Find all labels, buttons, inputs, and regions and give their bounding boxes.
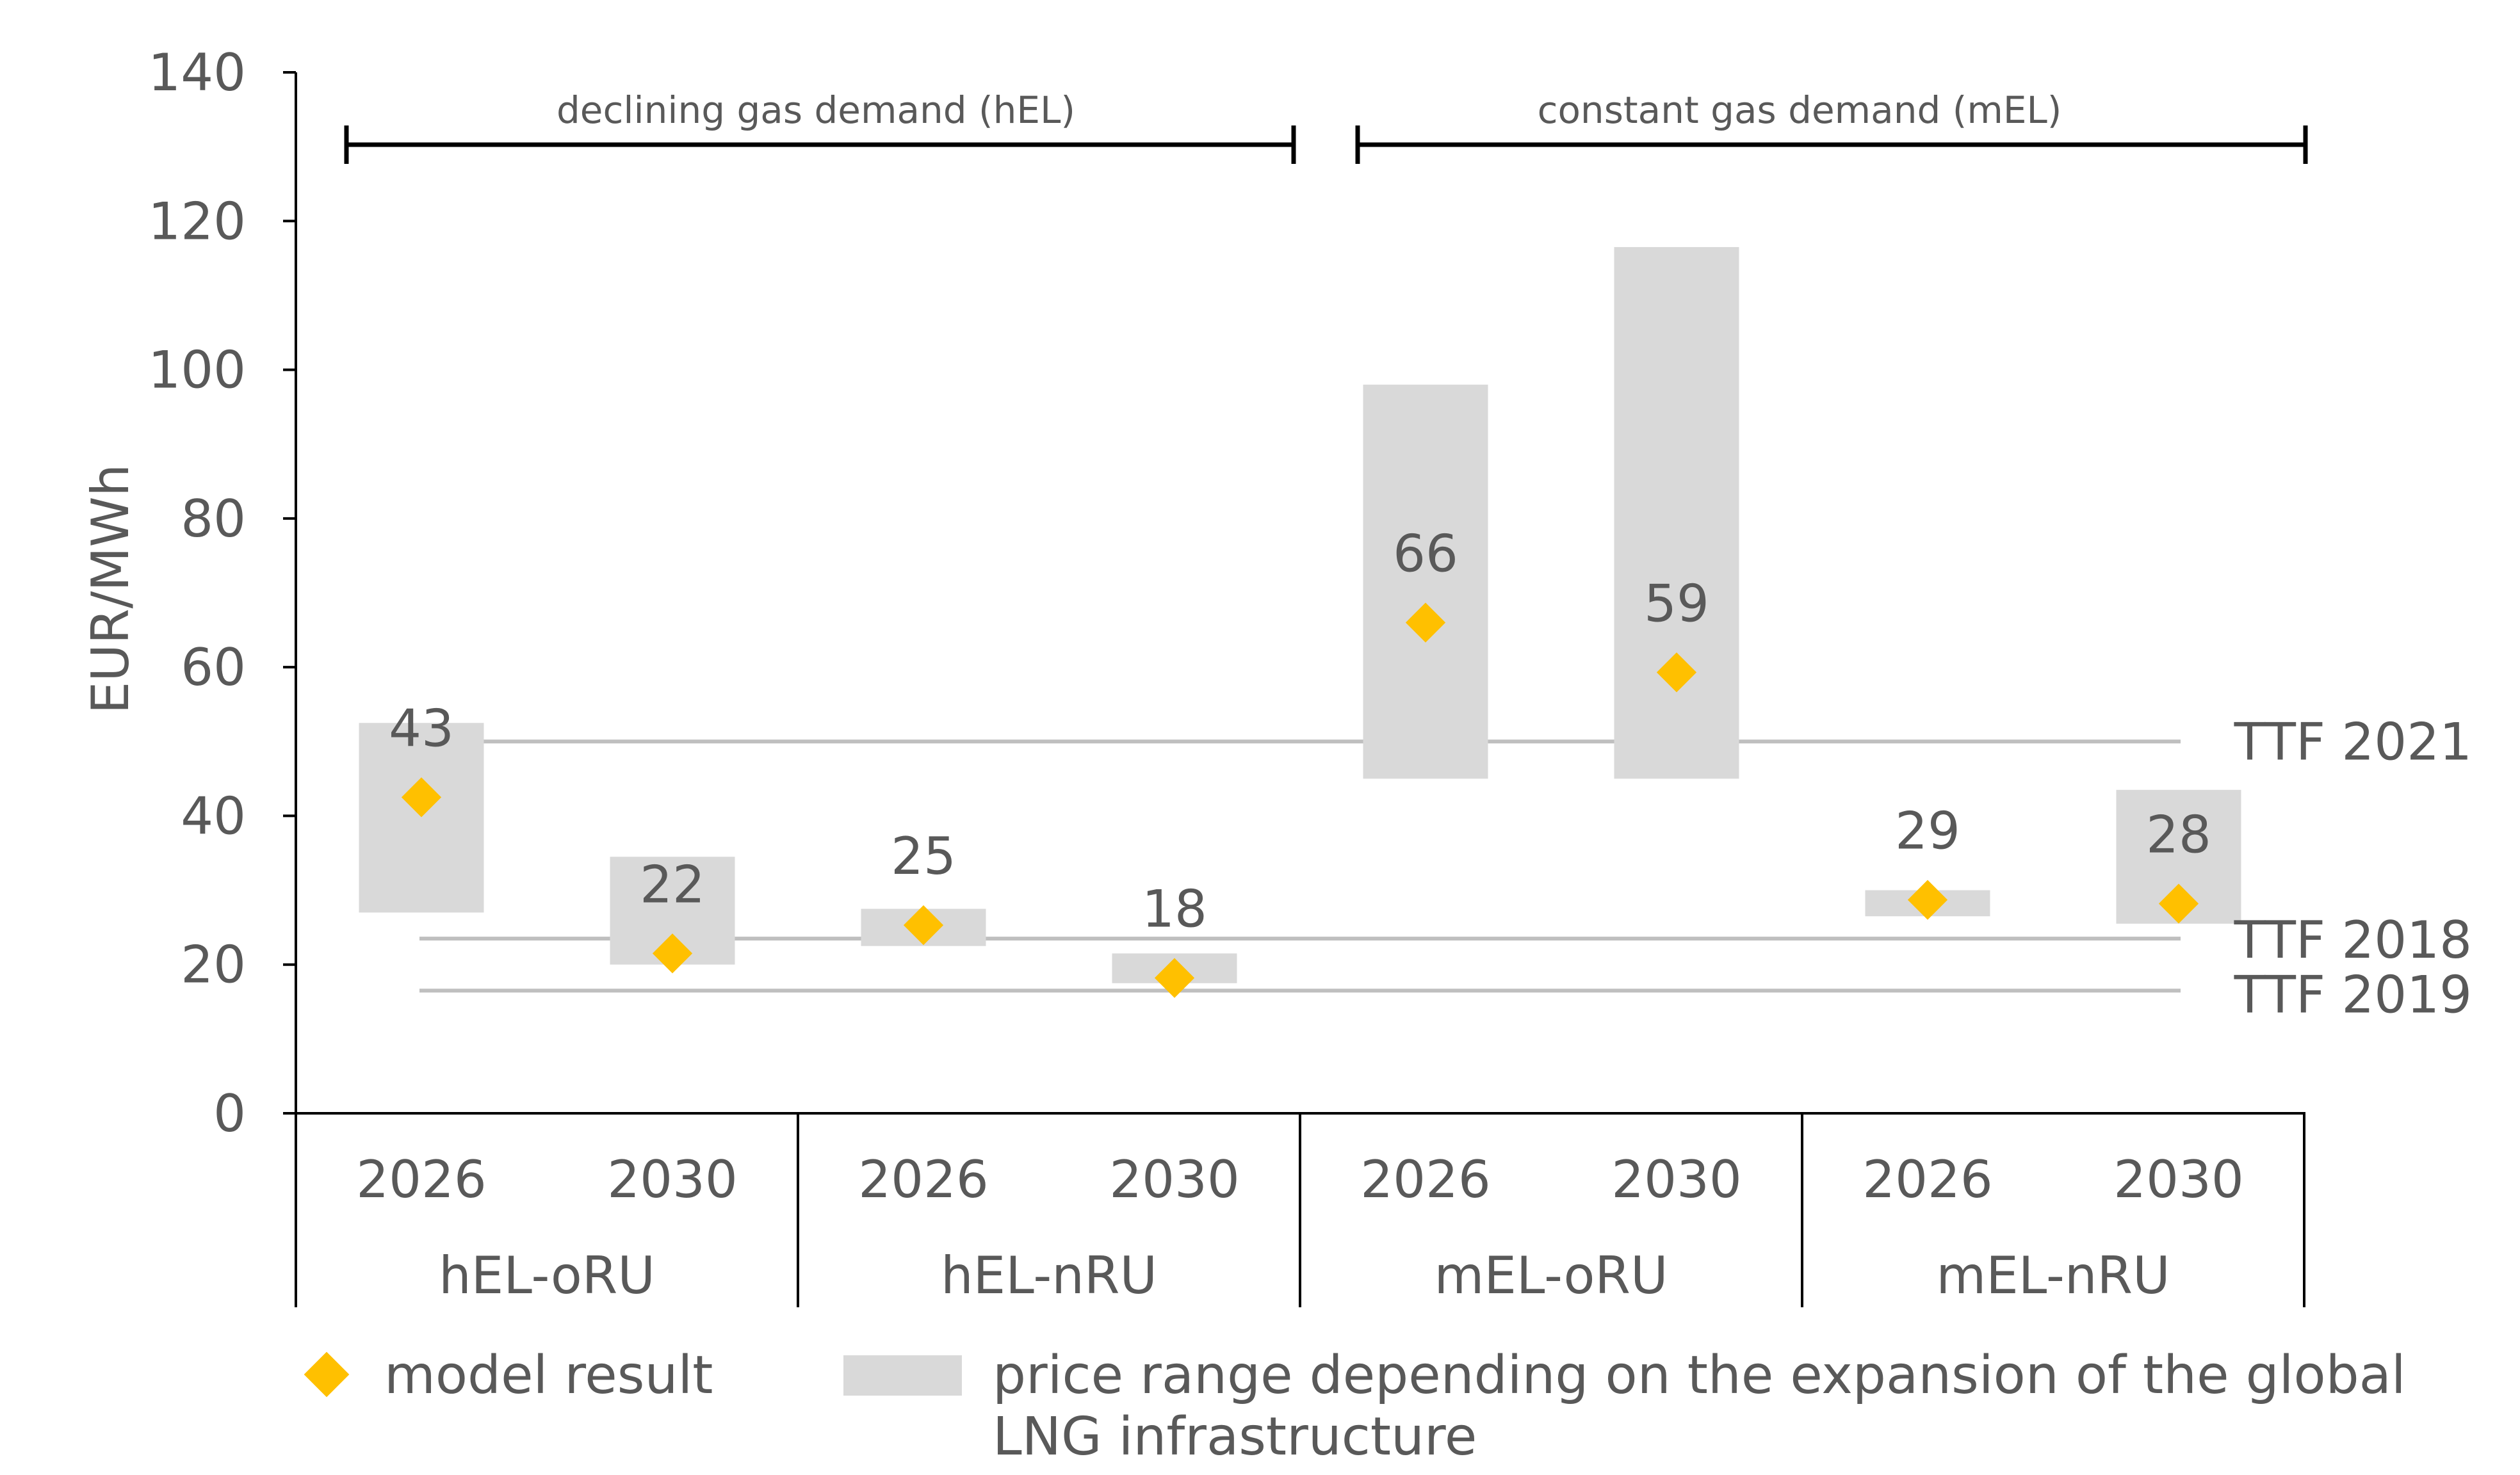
x-tick-label-year: 2026 [1862, 1150, 1993, 1209]
data-label: 25 [891, 826, 956, 886]
legend-range-label-line1: price range depending on the expansion o… [993, 1345, 2406, 1406]
legend-marker-label: model result [384, 1345, 713, 1406]
y-tick-label: 0 [213, 1084, 246, 1143]
x-group-label: mEL-nRU [1936, 1246, 2170, 1305]
y-tick-label: 60 [181, 638, 246, 697]
price-range-bar [1614, 246, 1739, 779]
data-label: 59 [1644, 574, 1709, 633]
ttf-label: TTF 2019 [2234, 965, 2472, 1024]
x-tick-label-year: 2026 [1360, 1150, 1491, 1209]
data-label: 22 [640, 855, 705, 914]
x-tick-label-year: 2030 [1611, 1150, 1742, 1209]
data-label: 18 [1142, 880, 1207, 939]
x-tick-label-year: 2026 [858, 1150, 989, 1209]
bracket-label-constant: constant gas demand (mEL) [1538, 88, 2062, 132]
y-tick-label: 100 [148, 341, 246, 400]
y-tick-label: 120 [148, 191, 246, 251]
axes [283, 71, 2308, 1307]
x-tick-label-year: 2030 [2113, 1150, 2244, 1209]
bracket-label-declining: declining gas demand (hEL) [557, 88, 1075, 132]
y-tick-label: 140 [148, 43, 246, 102]
x-group-label: mEL-oRU [1434, 1246, 1668, 1305]
x-group-label: hEL-nRU [941, 1246, 1157, 1305]
legend-marker-swatch [304, 1351, 350, 1398]
price-range-bar [359, 723, 484, 913]
legend: model result price range depending on th… [304, 1345, 2406, 1467]
legend-range-label-line2: LNG infrastructure [993, 1406, 1477, 1467]
legend-range-swatch [843, 1355, 962, 1396]
y-tick-label: 20 [181, 935, 246, 995]
ttf-label: TTF 2021 [2234, 712, 2472, 771]
x-tick-label-year: 2030 [1109, 1150, 1240, 1209]
data-label: 43 [389, 698, 454, 758]
x-group-label: hEL-oRU [439, 1246, 655, 1305]
price-range-bar [1363, 384, 1488, 779]
ttf-label: TTF 2018 [2234, 910, 2472, 970]
data-label: 66 [1393, 524, 1458, 583]
x-tick-label-year: 2026 [356, 1150, 487, 1209]
data-label: 28 [2146, 805, 2211, 864]
model-result-marker [1405, 602, 1446, 643]
y-axis-label: EUR/MWh [81, 464, 140, 714]
data-label: 29 [1895, 802, 1960, 861]
model-result-marker [401, 777, 442, 818]
y-tick-label: 80 [181, 489, 246, 549]
x-tick-label-year: 2030 [607, 1150, 738, 1209]
y-tick-label: 40 [181, 786, 246, 846]
